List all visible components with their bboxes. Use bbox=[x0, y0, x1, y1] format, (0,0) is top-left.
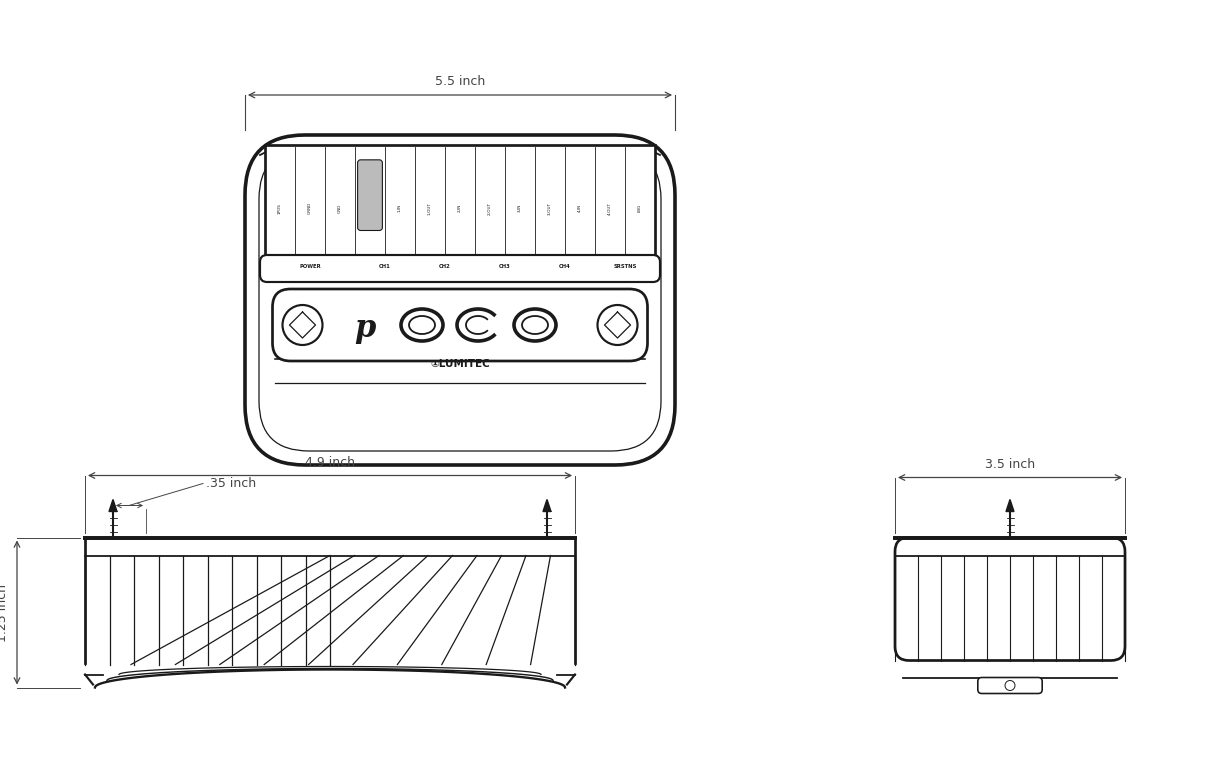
Ellipse shape bbox=[514, 309, 556, 341]
Text: RESET: RESET bbox=[368, 202, 371, 215]
Text: POWER: POWER bbox=[299, 263, 321, 269]
Text: 3-OUT: 3-OUT bbox=[548, 202, 552, 215]
FancyBboxPatch shape bbox=[358, 160, 382, 231]
Text: 1POS: 1POS bbox=[279, 203, 282, 214]
Text: 4.9 inch: 4.9 inch bbox=[305, 456, 355, 469]
Polygon shape bbox=[109, 499, 117, 511]
Polygon shape bbox=[1006, 499, 1014, 511]
Text: 3-IN: 3-IN bbox=[519, 204, 522, 212]
Text: CH1: CH1 bbox=[379, 263, 391, 269]
Text: 4-IN: 4-IN bbox=[578, 204, 582, 212]
Polygon shape bbox=[543, 499, 551, 511]
Text: 3.5 inch: 3.5 inch bbox=[985, 457, 1035, 470]
Ellipse shape bbox=[522, 316, 548, 334]
Text: GRND: GRND bbox=[308, 202, 312, 215]
Circle shape bbox=[1005, 680, 1015, 690]
FancyBboxPatch shape bbox=[978, 677, 1042, 693]
Text: SRSTNS: SRSTNS bbox=[614, 263, 637, 269]
Text: CH2: CH2 bbox=[439, 263, 451, 269]
Text: 5.5 inch: 5.5 inch bbox=[435, 75, 485, 88]
Text: GND: GND bbox=[338, 204, 343, 213]
Text: LBG: LBG bbox=[638, 204, 642, 212]
Text: CH4: CH4 bbox=[560, 263, 570, 269]
Circle shape bbox=[282, 305, 322, 345]
Text: p: p bbox=[355, 313, 376, 343]
Text: 2-IN: 2-IN bbox=[458, 204, 462, 212]
Circle shape bbox=[597, 305, 638, 345]
FancyBboxPatch shape bbox=[245, 135, 675, 465]
Ellipse shape bbox=[409, 316, 435, 334]
Bar bbox=[265, 145, 655, 277]
Ellipse shape bbox=[402, 309, 443, 341]
FancyBboxPatch shape bbox=[260, 255, 660, 282]
FancyBboxPatch shape bbox=[273, 289, 648, 361]
Text: 1-OUT: 1-OUT bbox=[428, 202, 432, 215]
Text: 4-OUT: 4-OUT bbox=[608, 202, 611, 215]
Text: CH3: CH3 bbox=[499, 263, 511, 269]
Text: 1-IN: 1-IN bbox=[398, 204, 402, 212]
Text: 1.25 inch: 1.25 inch bbox=[0, 584, 8, 642]
Text: .35 inch: .35 inch bbox=[206, 477, 256, 490]
Text: ①LUMITEC: ①LUMITEC bbox=[431, 359, 490, 369]
Text: 2-OUT: 2-OUT bbox=[488, 202, 492, 215]
